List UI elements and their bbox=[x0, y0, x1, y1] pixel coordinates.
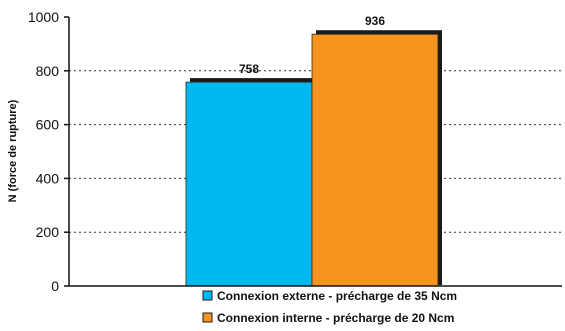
bar bbox=[185, 81, 313, 287]
legend-label: Connexion interne - précharge de 20 Ncm bbox=[217, 311, 454, 325]
y-tick-label: 400 bbox=[36, 170, 60, 186]
bars bbox=[185, 30, 442, 287]
y-tick-label: 200 bbox=[36, 224, 60, 240]
legend-swatch bbox=[202, 290, 213, 301]
axes bbox=[64, 16, 562, 287]
y-tick-label: 600 bbox=[36, 117, 60, 133]
bar bbox=[311, 33, 439, 287]
legend-swatch bbox=[202, 312, 213, 323]
bar-value-label: 758 bbox=[239, 62, 259, 76]
legend-label: Connexion externe - précharge de 35 Ncm bbox=[217, 289, 457, 303]
y-tick-labels: 0 200 400 600 800 1000 bbox=[28, 9, 59, 294]
y-tick-label: 800 bbox=[36, 63, 60, 79]
y-tick-label: 0 bbox=[51, 278, 59, 294]
legend: Connexion externe - précharge de 35 Ncm C… bbox=[202, 289, 457, 325]
data-labels: 758 936 bbox=[239, 14, 385, 76]
y-tick-label: 1000 bbox=[28, 9, 59, 25]
y-axis-title: N (force de rupture) bbox=[7, 99, 19, 202]
bar-value-label: 936 bbox=[365, 14, 385, 28]
